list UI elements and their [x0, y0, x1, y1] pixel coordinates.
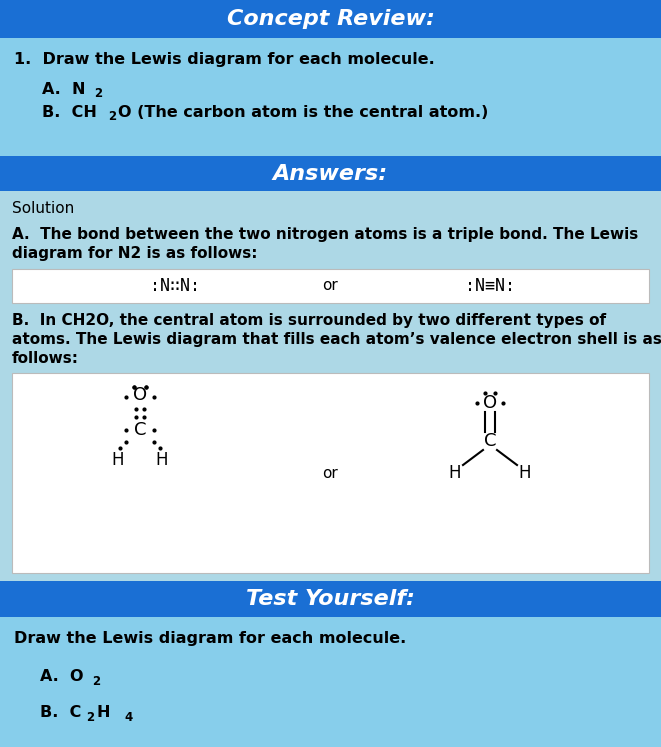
Text: H: H: [96, 705, 110, 720]
Text: 4: 4: [124, 711, 132, 724]
Text: Test Yourself:: Test Yourself:: [246, 589, 415, 609]
Text: B.  CH: B. CH: [42, 105, 97, 120]
Text: Solution: Solution: [12, 201, 74, 216]
Bar: [0, 581, 661, 617]
Text: or: or: [322, 465, 338, 480]
Text: follows:: follows:: [12, 351, 79, 366]
Text: H: H: [519, 464, 531, 482]
Text: 2: 2: [92, 675, 100, 688]
Text: B.  C: B. C: [40, 705, 81, 720]
Text: H: H: [112, 451, 124, 469]
Text: or: or: [322, 279, 338, 294]
Text: Answers:: Answers:: [273, 164, 388, 184]
Text: 2: 2: [108, 110, 116, 123]
Text: H: H: [156, 451, 169, 469]
Text: 2: 2: [94, 87, 102, 100]
Bar: [0, 617, 661, 747]
Text: A.  The bond between the two nitrogen atoms is a triple bond. The Lewis: A. The bond between the two nitrogen ato…: [12, 227, 639, 242]
Text: A.  N: A. N: [42, 82, 85, 97]
Text: 1.  Draw the Lewis diagram for each molecule.: 1. Draw the Lewis diagram for each molec…: [14, 52, 435, 67]
Text: atoms. The Lewis diagram that fills each atom’s valence electron shell is as: atoms. The Lewis diagram that fills each…: [12, 332, 661, 347]
Text: C: C: [484, 432, 496, 450]
Text: O (The carbon atom is the central atom.): O (The carbon atom is the central atom.): [118, 105, 488, 120]
Bar: [0, 191, 661, 581]
Text: Concept Review:: Concept Review:: [227, 9, 434, 29]
Bar: [0, 38, 661, 156]
Text: H: H: [449, 464, 461, 482]
Text: A.  O: A. O: [40, 669, 83, 684]
Bar: [0, 156, 661, 191]
Text: O: O: [133, 386, 147, 404]
Text: diagram for N2 is as follows:: diagram for N2 is as follows:: [12, 246, 258, 261]
Text: B.  In CH2O, the central atom is surrounded by two different types of: B. In CH2O, the central atom is surround…: [12, 313, 606, 328]
Bar: [12, 373, 649, 573]
Text: O: O: [483, 394, 497, 412]
Text: 2: 2: [86, 711, 94, 724]
Text: :N≡N:: :N≡N:: [465, 277, 515, 295]
Bar: [0, 0, 661, 38]
Text: C: C: [134, 421, 146, 439]
Bar: [12, 269, 649, 303]
Text: :N∷N:: :N∷N:: [150, 277, 200, 295]
Text: Draw the Lewis diagram for each molecule.: Draw the Lewis diagram for each molecule…: [14, 631, 407, 646]
